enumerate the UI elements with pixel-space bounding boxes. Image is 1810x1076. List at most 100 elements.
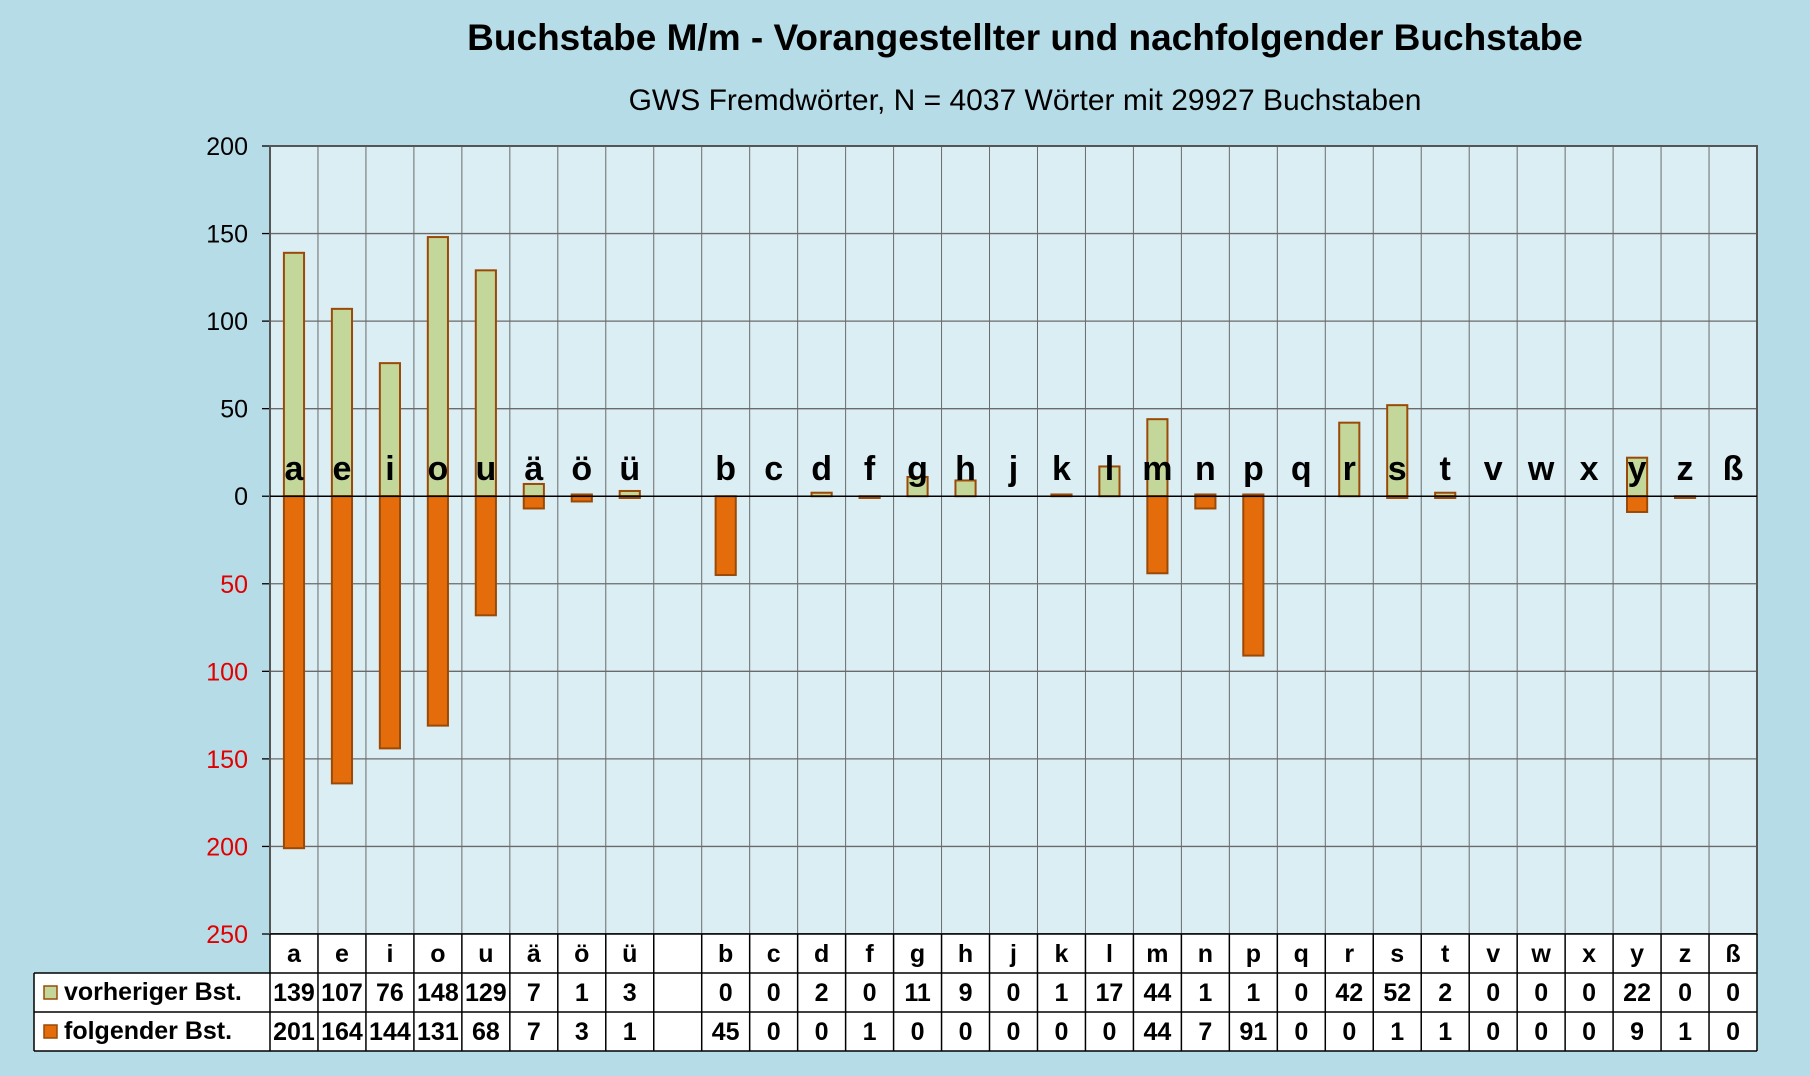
- table-category-label: ö: [574, 940, 589, 968]
- table-value: 0: [1582, 1018, 1596, 1046]
- y-tick-label: 0: [234, 483, 248, 511]
- category-label-plot: m: [1142, 450, 1172, 488]
- table-category-label: y: [1630, 940, 1644, 968]
- category-label-plot: x: [1580, 450, 1599, 488]
- table-value: 0: [815, 1018, 829, 1046]
- table-value: 0: [1534, 979, 1548, 1007]
- category-label-plot: c: [764, 450, 783, 488]
- table-value: 42: [1335, 979, 1363, 1007]
- category-label-plot: e: [332, 450, 351, 488]
- table-category-label: ü: [622, 940, 637, 968]
- category-label-plot: ä: [524, 450, 543, 488]
- y-tick-label: 50: [220, 571, 248, 599]
- table-value: 3: [623, 979, 637, 1007]
- category-label-plot: i: [385, 450, 394, 488]
- category-label-plot: u: [475, 450, 496, 488]
- table-value: 2: [1438, 979, 1452, 1007]
- table-value: 17: [1096, 979, 1124, 1007]
- y-tick-label: 150: [206, 746, 248, 774]
- bar-folgender: [1146, 495, 1169, 575]
- legend-swatch: [43, 985, 58, 1000]
- table-category-label: n: [1198, 940, 1213, 968]
- y-tick-label: 100: [206, 308, 248, 336]
- table-value: 0: [1678, 979, 1692, 1007]
- table-category-label: i: [386, 940, 393, 968]
- table-value: 0: [1102, 1018, 1116, 1046]
- table-value: 0: [767, 1018, 781, 1046]
- table-value: 44: [1143, 1018, 1171, 1046]
- y-tick-label: 250: [206, 921, 248, 949]
- table-value: 52: [1383, 979, 1411, 1007]
- category-label-plot: h: [955, 450, 976, 488]
- table-value: 1: [863, 1018, 877, 1046]
- table-value: 1: [1390, 1018, 1404, 1046]
- category-label-plot: a: [285, 450, 305, 488]
- table-value: 139: [273, 979, 315, 1007]
- category-label-plot: n: [1195, 450, 1216, 488]
- table-header-bg: [270, 934, 1757, 973]
- table-category-label: l: [1106, 940, 1113, 968]
- bar-folgender: [282, 495, 306, 850]
- table-category-label: x: [1582, 940, 1596, 968]
- category-label-plot: ß: [1723, 450, 1744, 488]
- table-value: 0: [1726, 979, 1740, 1007]
- table-category-label: m: [1146, 940, 1168, 968]
- table-value: 144: [369, 1018, 411, 1046]
- table-value: 9: [1630, 1018, 1644, 1046]
- table-value: 7: [527, 1018, 541, 1046]
- chart-title: Buchstabe M/m - Vorangestellter und nach…: [467, 17, 1583, 58]
- table-value: 0: [1055, 1018, 1069, 1046]
- table-value: 148: [417, 979, 459, 1007]
- table-value: 91: [1239, 1018, 1267, 1046]
- bar-folgender: [1194, 495, 1217, 510]
- table-value: 129: [465, 979, 507, 1007]
- table-value: 76: [376, 979, 404, 1007]
- table-value: 3: [575, 1018, 589, 1046]
- category-label-plot: b: [715, 450, 736, 488]
- table-value: 0: [863, 979, 877, 1007]
- table-value: 0: [767, 979, 781, 1007]
- table-value: 0: [1486, 979, 1500, 1007]
- y-tick-label: 50: [220, 396, 248, 424]
- bar-folgender: [378, 495, 401, 750]
- y-tick-label: 200: [206, 133, 248, 161]
- table-value: 107: [321, 979, 363, 1007]
- table-category-label: e: [335, 940, 349, 968]
- table-value: 0: [1007, 1018, 1021, 1046]
- table-category-label: w: [1530, 940, 1551, 968]
- table-category-label: ß: [1725, 940, 1740, 968]
- table-category-label: b: [718, 940, 733, 968]
- table-category-label: t: [1441, 940, 1450, 968]
- category-label-plot: y: [1628, 450, 1647, 488]
- table-category-label: u: [478, 940, 493, 968]
- table-value: 22: [1623, 979, 1651, 1007]
- table-category-label: a: [287, 940, 302, 968]
- table-value: 0: [719, 979, 733, 1007]
- category-label-plot: d: [811, 450, 832, 488]
- table-value: 7: [527, 979, 541, 1007]
- table-value: 68: [472, 1018, 500, 1046]
- table-value: 1: [1678, 1018, 1692, 1046]
- table-category-label: c: [767, 940, 781, 968]
- category-label-plot: q: [1291, 450, 1312, 488]
- legend-swatch: [43, 1024, 58, 1039]
- bar-folgender: [474, 495, 497, 617]
- table-value: 2: [815, 979, 829, 1007]
- category-label-plot: f: [864, 450, 876, 488]
- table-value: 164: [321, 1018, 363, 1046]
- category-label-plot: o: [427, 450, 448, 488]
- table-category-label: s: [1390, 940, 1404, 968]
- bar-folgender: [426, 495, 449, 727]
- table-category-label: f: [865, 940, 874, 968]
- category-label-plot: z: [1677, 450, 1694, 488]
- table-value: 7: [1198, 1018, 1212, 1046]
- plot-area: [270, 146, 1757, 934]
- table-category-label: o: [430, 940, 445, 968]
- table-value: 45: [712, 1018, 740, 1046]
- legend-label: folgender Bst.: [64, 1017, 232, 1045]
- table-value: 0: [1342, 1018, 1356, 1046]
- table-category-label: ä: [527, 940, 541, 968]
- table-value: 1: [575, 979, 589, 1007]
- bar-folgender: [570, 495, 593, 503]
